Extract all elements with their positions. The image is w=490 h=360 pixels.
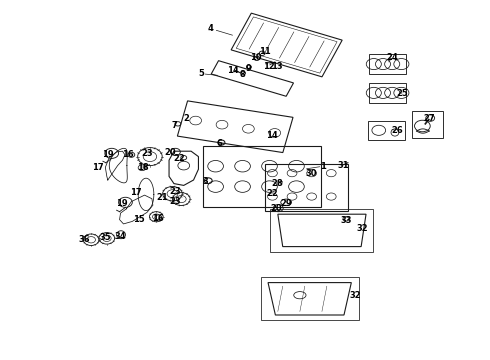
Text: 2: 2 bbox=[183, 113, 189, 122]
Text: 20: 20 bbox=[270, 204, 282, 213]
Text: 23: 23 bbox=[170, 197, 181, 206]
Text: 28: 28 bbox=[271, 179, 283, 188]
Text: 23: 23 bbox=[170, 187, 181, 196]
Text: 8: 8 bbox=[239, 71, 245, 79]
Text: 31: 31 bbox=[337, 161, 349, 170]
Text: 14: 14 bbox=[266, 130, 277, 139]
Text: 21: 21 bbox=[157, 193, 169, 202]
Text: 17: 17 bbox=[130, 188, 142, 197]
Text: 30: 30 bbox=[306, 169, 318, 178]
Text: 7: 7 bbox=[171, 121, 177, 130]
Text: 22: 22 bbox=[173, 154, 185, 163]
Text: 11: 11 bbox=[259, 46, 270, 55]
Text: 3: 3 bbox=[203, 177, 209, 186]
Text: 16: 16 bbox=[122, 150, 134, 159]
Text: 20: 20 bbox=[165, 148, 176, 157]
Text: 19: 19 bbox=[102, 150, 114, 159]
Text: 23: 23 bbox=[141, 149, 153, 158]
Text: 10: 10 bbox=[250, 53, 262, 62]
Text: 16: 16 bbox=[152, 213, 164, 222]
Text: 14: 14 bbox=[227, 66, 239, 75]
Text: 22: 22 bbox=[267, 189, 278, 198]
Text: 29: 29 bbox=[280, 199, 292, 208]
Text: 35: 35 bbox=[99, 233, 111, 242]
Text: 18: 18 bbox=[137, 163, 149, 172]
Text: 9: 9 bbox=[246, 64, 252, 73]
Text: 26: 26 bbox=[391, 126, 403, 135]
Text: 15: 15 bbox=[133, 215, 145, 224]
Text: 6: 6 bbox=[217, 139, 222, 148]
Text: 4: 4 bbox=[208, 24, 214, 33]
Text: 32: 32 bbox=[357, 224, 368, 233]
Text: 24: 24 bbox=[386, 53, 398, 62]
Text: 36: 36 bbox=[78, 235, 90, 243]
Text: 19: 19 bbox=[116, 199, 127, 208]
Text: 12: 12 bbox=[263, 62, 274, 71]
Text: 25: 25 bbox=[396, 89, 408, 98]
Text: 32: 32 bbox=[350, 291, 362, 300]
Text: 17: 17 bbox=[92, 163, 104, 171]
Text: 33: 33 bbox=[340, 216, 352, 225]
Text: 5: 5 bbox=[198, 69, 204, 78]
Text: 27: 27 bbox=[423, 114, 435, 123]
Text: 13: 13 bbox=[270, 62, 282, 71]
Text: 1: 1 bbox=[320, 162, 326, 171]
Text: 34: 34 bbox=[115, 232, 126, 241]
